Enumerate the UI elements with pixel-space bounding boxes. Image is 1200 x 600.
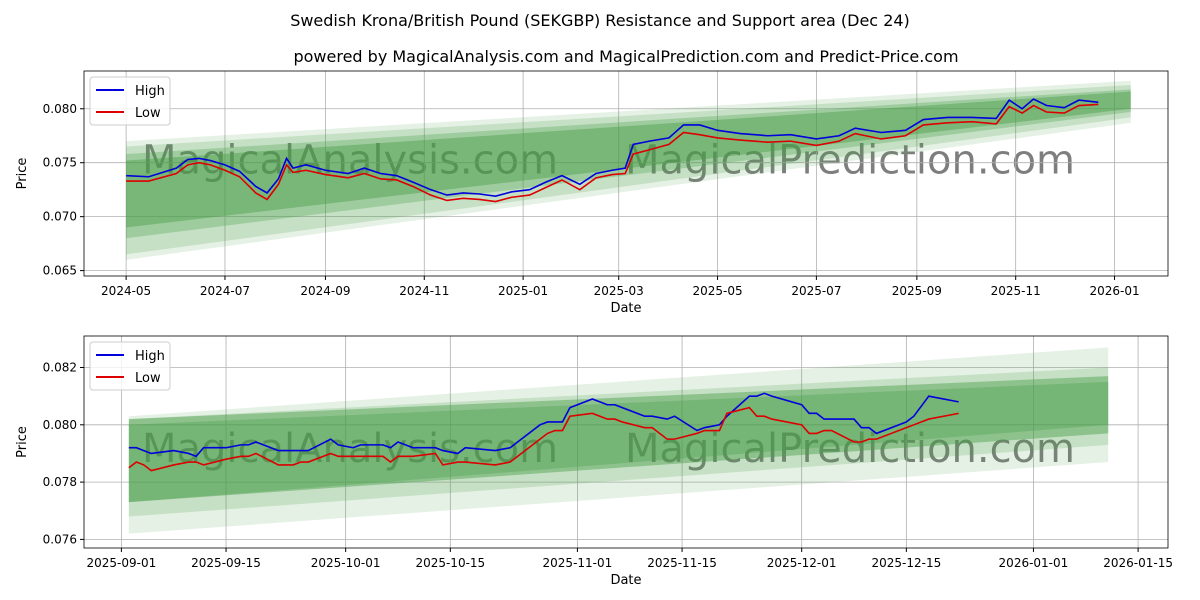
y-tick-label: 0.080 <box>43 102 77 116</box>
x-tick-label: 2026-01-15 <box>1103 556 1173 570</box>
x-tick-label: 2025-11 <box>991 284 1041 298</box>
support-resistance-band <box>128 347 1109 534</box>
legend-label: Low <box>135 371 161 386</box>
legend: High Low <box>89 76 171 126</box>
series-line-low <box>126 103 1099 203</box>
support-resistance-band <box>126 85 1131 255</box>
x-tick-label: 2025-11-15 <box>647 556 717 570</box>
y-axis-label: Price <box>15 426 30 458</box>
support-resistance-band <box>128 367 1109 517</box>
y-tick-label: 0.070 <box>43 210 77 224</box>
x-tick-label: 2025-01 <box>498 284 548 298</box>
x-tick-label: 2025-09 <box>892 284 942 298</box>
legend-label: High <box>135 84 165 99</box>
x-tick-label: 2026-01 <box>1089 284 1139 298</box>
chart-title: Swedish Krona/British Pound (SEKGBP) Res… <box>290 11 910 30</box>
x-tick-label: 2025-03 <box>594 284 644 298</box>
watermark: MagicalPrediction.com <box>625 426 1075 472</box>
legend-label: High <box>135 349 165 364</box>
y-tick-label: 0.075 <box>43 156 77 170</box>
x-tick-label: 2025-09-15 <box>191 556 261 570</box>
series-line-high <box>126 98 1099 197</box>
x-tick-label: 2025-11-01 <box>543 556 613 570</box>
plot-2: MagicalAnalysis.com MagicalPrediction.com… <box>15 335 1173 588</box>
x-tick-label: 2025-10-15 <box>415 556 485 570</box>
x-tick-label: 2025-07 <box>791 284 841 298</box>
x-tick-label: 2024-05 <box>101 284 151 298</box>
legend: High Low <box>89 341 171 391</box>
y-tick-label: 0.076 <box>43 532 77 546</box>
y-tick-label: 0.080 <box>43 418 77 432</box>
series-line-low <box>128 406 959 472</box>
axes-frame <box>83 70 1169 277</box>
y-axis-label: Price <box>15 158 30 190</box>
x-tick-label: 2024-07 <box>200 284 250 298</box>
series-line-high <box>128 392 959 458</box>
support-resistance-band <box>128 376 1109 503</box>
x-tick-label: 2025-12-15 <box>871 556 941 570</box>
x-tick-label: 2026-01-01 <box>999 556 1069 570</box>
watermark: MagicalPrediction.com <box>625 138 1075 184</box>
x-axis-label: Date <box>610 573 641 588</box>
x-tick-label: 2024-09 <box>300 284 350 298</box>
x-tick-label: 2025-12-01 <box>767 556 837 570</box>
x-tick-label: 2025-09-01 <box>87 556 157 570</box>
support-resistance-band <box>128 381 1109 503</box>
plot-1: MagicalAnalysis.com MagicalPrediction.com… <box>15 70 1169 316</box>
support-resistance-band <box>126 80 1131 260</box>
axes-frame <box>83 335 1169 549</box>
y-tick-label: 0.078 <box>43 475 77 489</box>
x-tick-label: 2024-11 <box>399 284 449 298</box>
x-tick-label: 2025-10-01 <box>311 556 381 570</box>
y-tick-label: 0.082 <box>43 361 77 375</box>
x-axis-label: Date <box>610 301 641 316</box>
legend-label: Low <box>135 106 161 121</box>
chart-subtitle: powered by MagicalAnalysis.com and Magic… <box>293 47 958 66</box>
x-tick-label: 2025-05 <box>692 284 742 298</box>
y-tick-label: 0.065 <box>43 264 77 278</box>
